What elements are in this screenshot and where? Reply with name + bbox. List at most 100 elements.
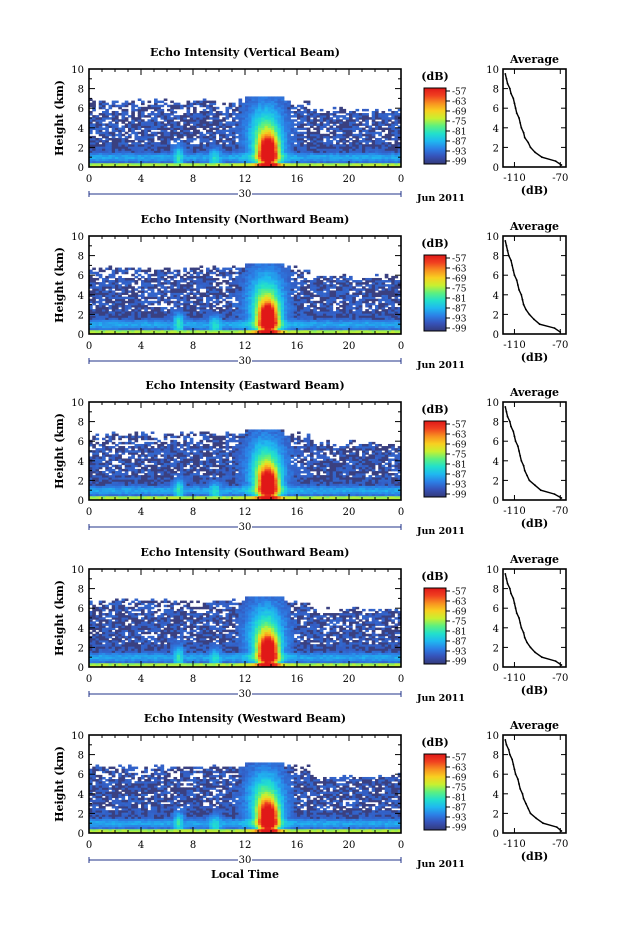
echo-cell bbox=[391, 129, 395, 133]
echo-cell bbox=[397, 115, 402, 118]
echo-cell bbox=[157, 317, 161, 320]
echo-cell bbox=[150, 110, 155, 114]
echo-cell bbox=[274, 273, 278, 277]
echo-cell bbox=[280, 319, 285, 322]
echo-cell bbox=[189, 119, 194, 122]
echo-cell bbox=[264, 265, 269, 268]
echo-cell bbox=[342, 154, 347, 158]
echo-cell bbox=[290, 127, 295, 131]
echo-cell bbox=[313, 131, 317, 135]
echo-cell bbox=[329, 315, 334, 318]
echo-cell bbox=[222, 273, 226, 277]
echo-cell bbox=[232, 123, 236, 126]
echo-cell bbox=[232, 313, 236, 316]
echo-cell bbox=[316, 313, 321, 316]
echo-cell bbox=[313, 121, 317, 124]
echo-cell bbox=[128, 321, 132, 325]
echo-cell bbox=[397, 148, 402, 151]
echo-cell bbox=[137, 162, 142, 166]
echo-cell bbox=[157, 137, 161, 141]
echo-cell bbox=[254, 137, 259, 141]
echo-cell bbox=[248, 131, 252, 135]
echo-cell bbox=[154, 280, 158, 283]
x-tick-label: 12 bbox=[239, 174, 252, 185]
echo-cell bbox=[154, 152, 158, 155]
echo-cell bbox=[267, 269, 272, 273]
echo-cell bbox=[277, 296, 282, 300]
echo-cell bbox=[92, 158, 96, 162]
echo-cell bbox=[173, 269, 178, 273]
echo-cell bbox=[368, 154, 373, 158]
echo-cell bbox=[339, 319, 343, 322]
echo-cell bbox=[141, 146, 145, 149]
echo-cell bbox=[378, 158, 382, 162]
echo-cell bbox=[267, 300, 272, 304]
echo-cell bbox=[215, 298, 220, 302]
echo-cell bbox=[271, 296, 275, 300]
echo-cell bbox=[163, 144, 168, 147]
echo-cell bbox=[267, 162, 272, 166]
echo-cell bbox=[284, 288, 288, 291]
echo-cell bbox=[313, 290, 317, 293]
echo-cell bbox=[280, 150, 285, 153]
echo-cell bbox=[131, 317, 135, 320]
echo-cell bbox=[212, 329, 217, 333]
echo-cell bbox=[124, 146, 129, 149]
echo-cell bbox=[300, 319, 304, 322]
echo-cell bbox=[287, 117, 291, 120]
echo-cell bbox=[332, 133, 337, 137]
echo-cell bbox=[219, 160, 223, 164]
echo-cell bbox=[248, 286, 252, 289]
echo-cell bbox=[105, 280, 109, 283]
echo-cell bbox=[235, 327, 239, 331]
echo-cell bbox=[118, 319, 122, 322]
echo-cell bbox=[293, 162, 298, 166]
echo-cell bbox=[248, 137, 252, 141]
echo-cell bbox=[267, 158, 272, 162]
echo-cell bbox=[287, 273, 291, 277]
echo-cell bbox=[225, 307, 230, 310]
echo-cell bbox=[144, 127, 148, 131]
echo-cell bbox=[258, 271, 262, 275]
echo-cell bbox=[303, 152, 308, 155]
echo-cell bbox=[251, 142, 256, 145]
echo-cell bbox=[384, 144, 389, 147]
echo-cell bbox=[235, 313, 239, 316]
echo-cell bbox=[163, 117, 168, 120]
echo-cell bbox=[245, 129, 249, 133]
echo-cell bbox=[128, 158, 132, 162]
echo-cell bbox=[323, 304, 327, 308]
echo-cell bbox=[167, 271, 171, 275]
echo-cell bbox=[290, 123, 295, 126]
echo-cell bbox=[111, 275, 116, 279]
echo-cell bbox=[141, 275, 145, 279]
echo-cell bbox=[209, 315, 213, 318]
echo-cell bbox=[206, 164, 210, 168]
echo-cell bbox=[147, 319, 152, 322]
echo-cell bbox=[183, 277, 187, 281]
echo-cell bbox=[108, 288, 113, 291]
echo-cell bbox=[290, 273, 295, 277]
echo-cell bbox=[397, 162, 402, 166]
echo-cell bbox=[115, 288, 119, 291]
echo-cell bbox=[264, 331, 269, 335]
echo-cell bbox=[154, 158, 158, 162]
echo-cell bbox=[189, 323, 194, 327]
echo-cell bbox=[241, 277, 246, 281]
echo-cell bbox=[202, 307, 207, 310]
echo-cell bbox=[134, 315, 139, 318]
echo-cell bbox=[293, 280, 298, 283]
echo-cell bbox=[108, 296, 113, 300]
echo-cell bbox=[144, 309, 148, 312]
echo-cell bbox=[202, 135, 207, 139]
echo-cell bbox=[111, 127, 116, 131]
echo-cell bbox=[290, 296, 295, 300]
echo-cell bbox=[193, 131, 197, 135]
echo-cell bbox=[245, 323, 249, 327]
echo-cell bbox=[141, 327, 145, 331]
echo-cell bbox=[388, 164, 392, 168]
echo-cell bbox=[384, 135, 389, 139]
echo-cell bbox=[303, 292, 308, 295]
echo-cell bbox=[228, 271, 233, 275]
echo-cell bbox=[131, 125, 135, 128]
